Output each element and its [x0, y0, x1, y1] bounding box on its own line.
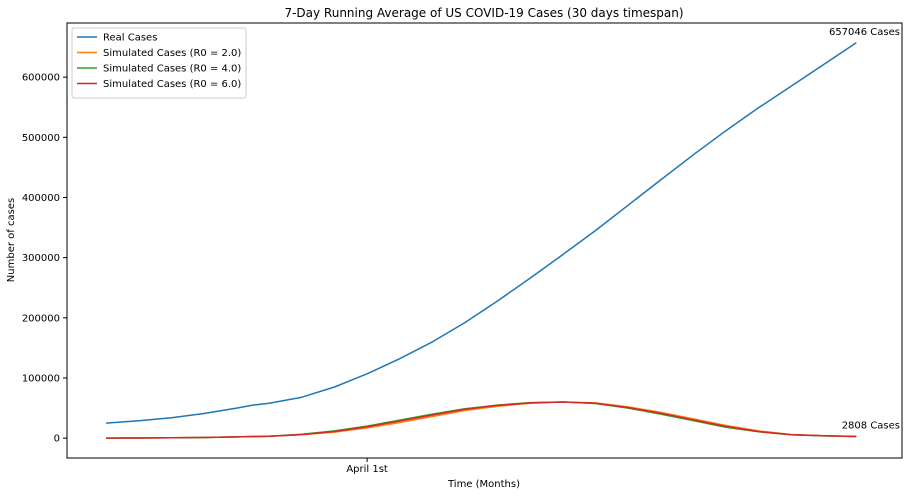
x-tick-label: April 1st: [346, 464, 388, 475]
legend-label: Simulated Cases (R0 = 6.0): [103, 79, 241, 90]
legend-label: Real Cases: [103, 33, 157, 44]
chart-title: 7-Day Running Average of US COVID-19 Cas…: [284, 6, 683, 20]
y-tick-label: 100000: [22, 373, 60, 384]
y-axis: 0 100000 200000 300000 400000 500000 600000: [22, 73, 67, 445]
y-tick-label: 0: [54, 434, 60, 445]
annotation-label: 2808 Cases: [842, 420, 900, 431]
plot-frame: [66, 22, 903, 459]
y-axis-label: Number of cases: [6, 198, 17, 282]
legend: Real Cases Simulated Cases (R0 = 2.0) Simu…: [71, 27, 247, 99]
legend-label: Simulated Cases (R0 = 4.0): [103, 64, 241, 75]
y-tick-label: 600000: [22, 73, 60, 84]
x-axis-label: Time (Months): [447, 479, 520, 490]
x-axis: April 1st: [346, 458, 388, 475]
y-tick-label: 200000: [22, 313, 60, 324]
legend-box: [71, 27, 247, 99]
series-line-0: [106, 42, 857, 424]
legend-label: Simulated Cases (R0 = 2.0): [103, 48, 241, 59]
plot-area: [106, 42, 857, 439]
y-tick-label: 300000: [22, 253, 60, 264]
annotations: 657046 Cases 2808 Cases: [829, 27, 900, 432]
annotation-label: 657046 Cases: [829, 27, 900, 38]
y-tick-label: 500000: [22, 133, 60, 144]
series-line-3: [106, 401, 857, 439]
y-tick-label: 400000: [22, 193, 60, 204]
